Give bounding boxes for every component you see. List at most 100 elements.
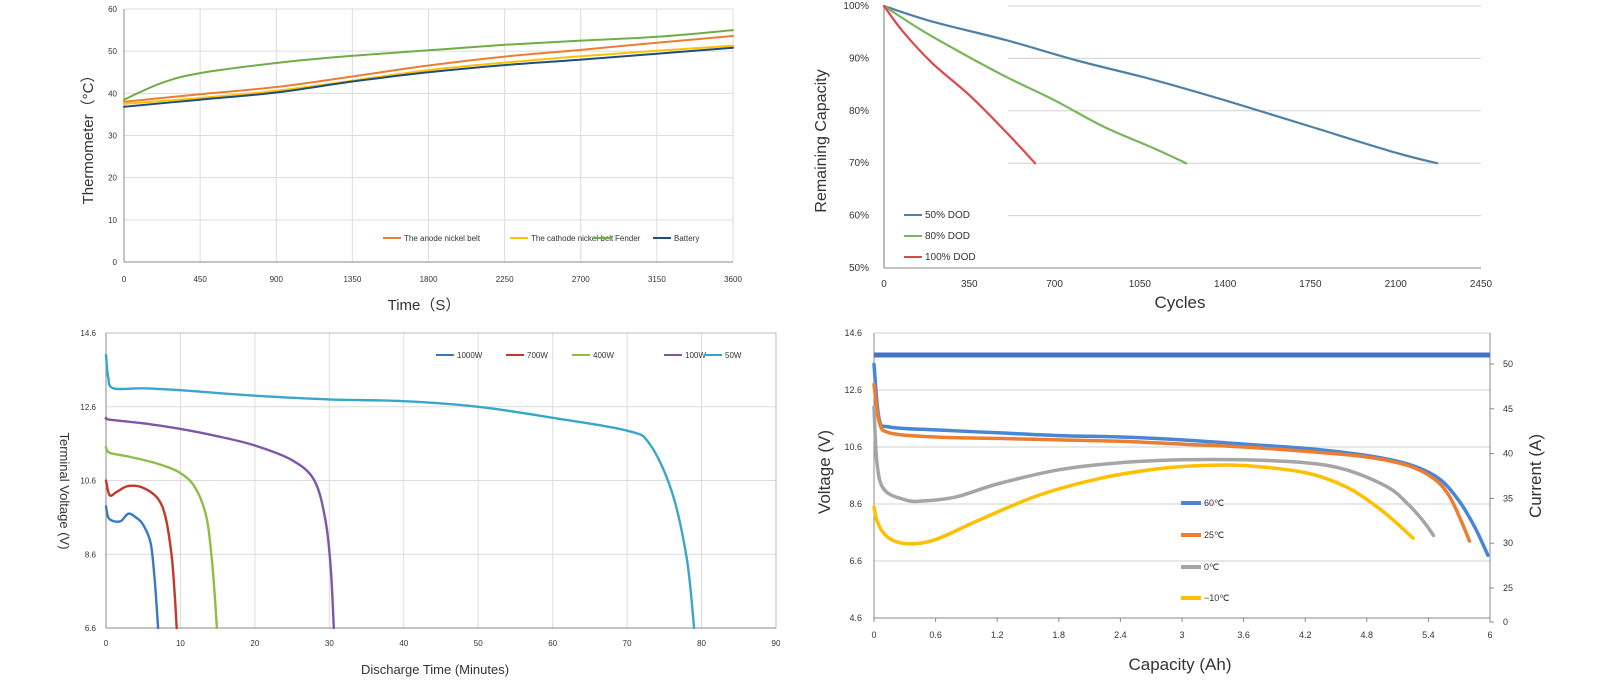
- x-tick-label: 1800: [420, 275, 438, 284]
- series-line-battery: [123, 46, 734, 108]
- y-tick-label: 12.6: [80, 403, 96, 412]
- series-line-100w: [104, 416, 335, 630]
- legend: 60℃ 25℃ 0℃ −10℃: [1181, 498, 1229, 603]
- y-tick-label: 20: [108, 174, 117, 183]
- x-tick-label: 10: [176, 639, 185, 648]
- y-tick-label: 80%: [849, 106, 869, 117]
- x-tick-label: 4.8: [1361, 630, 1374, 640]
- x-axis-title: Time（S）: [388, 297, 461, 314]
- x-tick-label: 2100: [1385, 279, 1408, 290]
- legend-label: 50% DOD: [925, 210, 970, 221]
- y2-tick-label: 45: [1503, 404, 1513, 414]
- y-tick-label: 8.6: [849, 499, 862, 509]
- y-tick-label: 6.6: [85, 624, 97, 633]
- x-tick-label: 1400: [1214, 279, 1237, 290]
- legend-label: 100W: [685, 351, 706, 360]
- y-tick-label: 50: [108, 47, 117, 56]
- x-tick-label: 1.8: [1053, 630, 1066, 640]
- series-line-80-dod: [882, 4, 1188, 165]
- y-tick-label: 10.6: [844, 442, 862, 452]
- x-tick-label: 70: [623, 639, 632, 648]
- x-tick-label: 40: [399, 639, 408, 648]
- y-tick-label: 12.6: [844, 385, 862, 395]
- y-tick-label: 40: [108, 89, 117, 98]
- legend-label: 25℃: [1204, 530, 1224, 540]
- y-tick-label: 90%: [849, 53, 869, 64]
- y-tick-label: 10.6: [80, 477, 96, 486]
- x-tick-label: 1.2: [991, 630, 1004, 640]
- x-tick-label: 0: [871, 630, 876, 640]
- y-tick-label: 14.6: [844, 328, 862, 338]
- y-axis-title: Remaining Capacity: [813, 69, 830, 212]
- legend-label: 700W: [527, 351, 548, 360]
- x-tick-label: 900: [270, 275, 284, 284]
- legend-label: Battery: [674, 234, 699, 243]
- y-tick-label: 10: [108, 216, 117, 225]
- series-line-0-: [872, 405, 1436, 538]
- x-axis-title: Cycles: [1154, 293, 1205, 312]
- x-tick-label: 3.6: [1237, 630, 1250, 640]
- series-line-the-cathode-nickel-belt: [123, 44, 734, 105]
- chart-2: 0 350 700 1050 1400 1750 2100 2450 50% 60% 70% 80% 9…: [813, 1, 1493, 312]
- chart-4: 0 0.6 1.2 1.8 2.4 3 3.6 4.2 4.8 5.4 6 4.6 6.6 8.6 10.6…: [815, 328, 1545, 674]
- x-tick-label: 6: [1487, 630, 1492, 640]
- x-tick-label: 350: [961, 279, 978, 290]
- chart-3: 0 10 20 30 40 50 60 70 80 90 6.6 8.6 10.6 12.6 14.6 Dis…: [57, 329, 781, 677]
- x-tick-label: 2450: [1470, 279, 1493, 290]
- legend-label: 60℃: [1204, 498, 1224, 508]
- x-tick-label: 1350: [343, 275, 361, 284]
- x-tick-label: 2.4: [1114, 630, 1127, 640]
- y-tick-label: 50%: [849, 263, 869, 274]
- y-tick-label: 70%: [849, 158, 869, 169]
- series-line-50-dod: [882, 4, 1439, 165]
- legend-label: 100% DOD: [925, 252, 976, 263]
- legend-label: 80% DOD: [925, 231, 970, 242]
- x-tick-label: 1750: [1299, 279, 1322, 290]
- series-line--10-: [872, 463, 1415, 546]
- x-tick-label: 80: [697, 639, 706, 648]
- x-tick-label: 50: [474, 639, 483, 648]
- legend-label: 50W: [725, 351, 742, 360]
- legend: 50% DOD 80% DOD 100% DOD: [904, 210, 976, 263]
- x-axis-title: Discharge Time (Minutes): [361, 662, 509, 677]
- y-tick-label: 30: [108, 132, 117, 141]
- y2-tick-label: 0: [1503, 617, 1508, 627]
- y2-tick-label: 25: [1503, 583, 1513, 593]
- series-line-700w: [104, 479, 178, 630]
- series-line-1000w: [104, 505, 160, 630]
- legend-label: 400W: [593, 351, 614, 360]
- y-tick-label: 60: [108, 5, 117, 14]
- y-tick-label: 100%: [843, 1, 869, 12]
- x-tick-label: 2250: [496, 275, 514, 284]
- x-tick-label: 20: [250, 639, 259, 648]
- legend-label: The cathode nickel belt: [531, 234, 614, 243]
- x-tick-label: 90: [772, 639, 781, 648]
- y-axis-title: Terminal Voltage (V): [57, 432, 72, 549]
- x-tick-label: 0.6: [929, 630, 942, 640]
- x-tick-label: 1050: [1129, 279, 1152, 290]
- series-line-the-anode-nickel-belt: [123, 35, 734, 103]
- y-tick-label: 14.6: [80, 329, 96, 338]
- y-axis-title: Thermometer（°C）: [80, 68, 97, 205]
- y-tick-label: 0: [113, 258, 118, 267]
- y2-tick-label: 50: [1503, 359, 1513, 369]
- x-tick-label: 4.2: [1299, 630, 1312, 640]
- y-tick-label: 4.6: [849, 613, 862, 623]
- x-tick-label: 450: [193, 275, 207, 284]
- legend: The anode nickel belt The cathode nickel …: [383, 234, 699, 243]
- series-line-100-dod: [882, 4, 1037, 165]
- y-tick-label: 60%: [849, 211, 869, 222]
- y2-tick-label: 35: [1503, 493, 1513, 503]
- x-axis-title: Capacity (Ah): [1129, 655, 1232, 674]
- x-tick-label: 3600: [724, 275, 742, 284]
- legend-label: Fender: [615, 234, 641, 243]
- series-line-400w: [104, 446, 219, 630]
- x-tick-label: 3: [1179, 630, 1184, 640]
- legend-label: 0℃: [1204, 562, 1219, 572]
- x-tick-label: 3150: [648, 275, 666, 284]
- x-tick-label: 2700: [572, 275, 590, 284]
- legend-label: The anode nickel belt: [404, 234, 481, 243]
- y2-tick-label: 40: [1503, 449, 1513, 459]
- x-tick-label: 30: [325, 639, 334, 648]
